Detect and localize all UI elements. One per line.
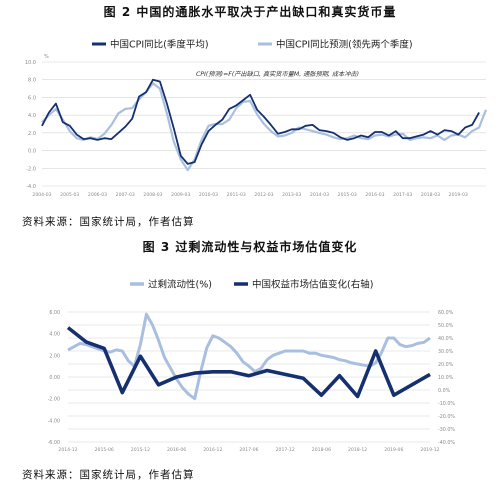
x-tick-label: 2012-03 [254, 192, 273, 198]
y-right-tick-label: -20.0% [438, 414, 455, 420]
y-right-tick-label: 10.0% [438, 375, 454, 381]
y-tick-label: 2.0 [28, 131, 36, 137]
y-tick-label: 6.0 [28, 95, 36, 101]
x-tick-label: 2016-12 [203, 447, 222, 453]
y-right-tick-label: 60.0% [438, 310, 454, 316]
figure1-title: 图 2 中国的通胀水平取决于产出缺口和真实货币量 [103, 5, 397, 19]
x-tick-label: 2019-03 [449, 192, 468, 198]
x-tick-label: 2019-12 [420, 447, 439, 453]
x-tick-label: 2019-06 [384, 447, 403, 453]
x-tick-label: 2015-03 [338, 192, 357, 198]
y-tick-label: -4.00 [48, 418, 60, 424]
y-tick-label: -4.0 [26, 184, 36, 190]
y-right-tick-label: -30.0% [438, 427, 455, 433]
legend-label-1: 中国CPI同比预测(领先两个季度) [276, 39, 413, 51]
x-tick-label: 2016-06 [167, 447, 186, 453]
x-tick-label: 2005-03 [60, 192, 79, 198]
y-tick-label: 2.00 [49, 353, 60, 359]
y-right-tick-label: -10.0% [438, 401, 455, 407]
y-tick-label: -2.00 [48, 397, 60, 403]
y-tick-label: -6.00 [48, 440, 60, 446]
y-right-tick-label: 50.0% [438, 323, 454, 329]
y-tick-label: 6.00 [49, 310, 60, 316]
series-line-excess-liquidity [67, 312, 431, 401]
y-tick-label: 0.00 [49, 375, 60, 381]
x-tick-label: 2008-03 [143, 192, 162, 198]
y-right-tick-label: 40.0% [438, 336, 454, 342]
chart1-annotation: CPI(预测)=F(产出缺口, 真实货币量M, 通胀预期, 成本冲击) [196, 70, 359, 78]
x-tick-label: 2015-06 [95, 447, 114, 453]
x-tick-label: 2006-03 [88, 192, 107, 198]
figure2-source: 资料来源：国家统计局，作者估算 [22, 469, 195, 481]
y-tick-label: 0.0 [28, 149, 36, 155]
x-tick-label: 2013-03 [282, 192, 301, 198]
x-tick-label: 2018-12 [348, 447, 367, 453]
y-right-tick-label: -40.0% [438, 440, 455, 446]
series-line-equity-valuation [66, 326, 431, 399]
x-tick-label: 2011-03 [227, 192, 246, 198]
y-tick-label: 8.0 [28, 78, 36, 84]
figure2-title: 图 3 过剩流动性与权益市场估值变化 [142, 240, 358, 254]
figure1-source: 资料来源：国家统计局，作者估算 [22, 216, 195, 228]
y-tick-label: -2.0 [26, 166, 36, 172]
legend-label-0: 中国CPI同比(季度平均) [110, 39, 209, 51]
y-tick-label: 4.0 [28, 113, 36, 119]
x-tick-label: 2016-03 [365, 192, 384, 198]
x-tick-label: 2017-03 [393, 192, 412, 198]
y-right-tick-label: 30.0% [438, 349, 454, 355]
x-tick-label: 2017-12 [276, 447, 295, 453]
x-tick-label: 2017-06 [239, 447, 258, 453]
x-tick-label: 2018-03 [421, 192, 440, 198]
chart1: 10.0 8.0 6.0 4.0 2.0 0.0 -2.0 -4.0% 2004-03 2005-… [25, 39, 488, 198]
series-line-cpi-forecast [41, 82, 488, 172]
y-right-tick-label: 20.0% [438, 362, 454, 368]
x-tick-label: 2018-06 [312, 447, 331, 453]
chart2: 6.00 4.00 2.00 0.00 -2.00 -4.00 -6.00 60.0% 50.0… [48, 279, 456, 454]
y-tick-label: 10.0 [25, 60, 36, 66]
x-tick-label: 2009-03 [171, 192, 190, 198]
y-tick-label: 4.00 [49, 332, 60, 338]
x-tick-label: 2007-03 [116, 192, 135, 198]
x-tick-label: 2010-03 [199, 192, 218, 198]
x-tick-label: 2015-12 [131, 447, 150, 453]
legend-label-0: 过剩流动性(%) [148, 279, 212, 291]
x-tick-label: 2014-03 [310, 192, 329, 198]
x-tick-label: 2014-12 [58, 447, 77, 453]
series-line-cpi-actual [41, 78, 480, 165]
legend-label-1: 中国权益市场估值变化(右轴) [252, 279, 373, 291]
y-unit-label: % [44, 54, 49, 60]
y-right-tick-label: 0.0% [438, 388, 451, 394]
x-tick-label: 2004-03 [32, 192, 51, 198]
